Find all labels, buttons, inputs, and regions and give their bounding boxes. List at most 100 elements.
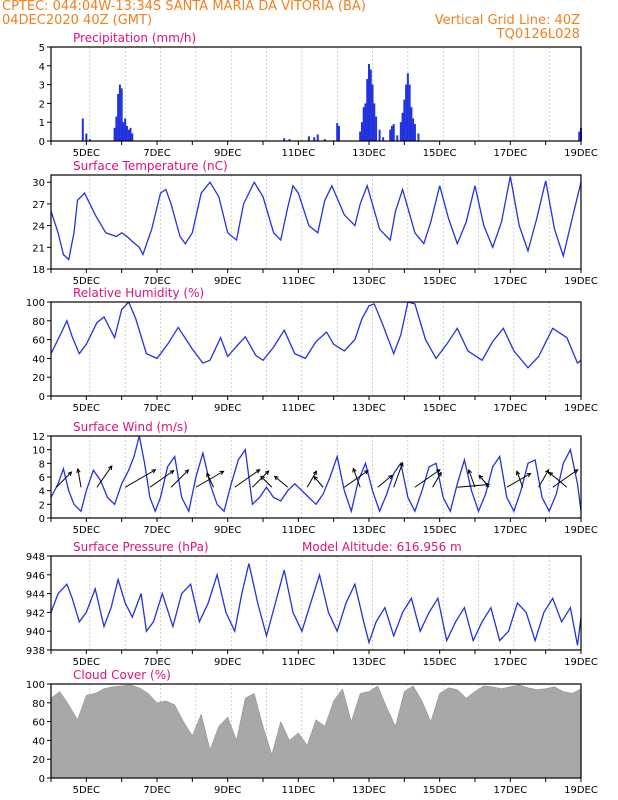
wind-vector bbox=[206, 472, 214, 488]
y-tick-label: 3 bbox=[39, 81, 45, 92]
x-tick-label: 17DEC bbox=[493, 785, 527, 796]
y-tick-label: 30 bbox=[32, 178, 45, 189]
series-line bbox=[51, 436, 581, 514]
wind-vector bbox=[457, 482, 491, 488]
wind-vector bbox=[467, 468, 476, 488]
x-tick-label: 15DEC bbox=[423, 785, 457, 796]
wind-vector-head bbox=[364, 469, 369, 475]
initial-date: 04DEC2020 40Z (GMT) bbox=[2, 13, 153, 28]
precip-bar bbox=[378, 129, 381, 141]
x-tick-label: 13DEC bbox=[352, 403, 386, 414]
wind-vector-shaft bbox=[468, 469, 476, 488]
wind-vector-shaft bbox=[234, 469, 261, 488]
wind-vector-shaft bbox=[306, 470, 317, 488]
wind-vector-shaft bbox=[170, 469, 189, 488]
precip-bar bbox=[412, 118, 415, 141]
precip-bar bbox=[410, 107, 413, 141]
x-tick-label: 13DEC bbox=[352, 525, 386, 536]
series-line bbox=[51, 563, 581, 646]
wind-vector-shaft bbox=[478, 475, 490, 488]
panel-frame bbox=[50, 301, 582, 397]
precip-bar bbox=[125, 125, 128, 141]
y-tick-label: 944 bbox=[26, 590, 45, 601]
x-tick-label: 11DEC bbox=[281, 525, 315, 536]
y-tick-label: 4 bbox=[39, 487, 45, 498]
panel-title: Surface Wind (m/s) bbox=[73, 420, 188, 434]
panel-frame bbox=[50, 683, 582, 779]
precip-bar bbox=[406, 73, 409, 141]
wind-vector-head bbox=[255, 469, 261, 474]
wind-vector-shaft bbox=[96, 465, 113, 488]
y-tick-label: 21 bbox=[32, 243, 45, 254]
precip-bar bbox=[118, 84, 121, 141]
x-tick-label: 17DEC bbox=[493, 657, 527, 668]
y-tick-label: 940 bbox=[26, 627, 45, 638]
model-altitude: Model Altitude: 616.956 m bbox=[302, 540, 462, 554]
precip-bar bbox=[131, 133, 134, 141]
precip-bar bbox=[362, 107, 365, 141]
wind-vector bbox=[260, 475, 273, 488]
wind-vector-shaft bbox=[516, 471, 524, 488]
precip-bar bbox=[368, 63, 370, 141]
wind-vector-shaft bbox=[274, 475, 289, 488]
y-tick-label: 938 bbox=[26, 646, 45, 657]
cloud-cover-area bbox=[51, 684, 581, 778]
y-tick-label: 100 bbox=[26, 298, 45, 309]
vertical-grid-line-label: Vertical Grid Line: 40Z bbox=[434, 13, 580, 28]
x-tick-label: 7DEC bbox=[143, 657, 170, 668]
precip-bar bbox=[122, 122, 125, 141]
x-tick-label: 11DEC bbox=[281, 657, 315, 668]
y-tick-label: 0 bbox=[39, 392, 45, 403]
precip-bar bbox=[323, 139, 326, 141]
series-line bbox=[51, 302, 581, 369]
y-tick-label: 80 bbox=[32, 317, 45, 328]
x-tick-label: 13DEC bbox=[352, 657, 386, 668]
x-tick-label: 15DEC bbox=[423, 148, 457, 159]
wind-vector-head bbox=[108, 465, 113, 470]
precip-bar bbox=[369, 69, 372, 141]
precip-bar bbox=[88, 139, 91, 141]
panel-title: Relative Humidity (%) bbox=[73, 286, 204, 300]
panel-title: Surface Pressure (hPa) bbox=[73, 540, 209, 554]
x-tick-label: 19DEC bbox=[564, 657, 598, 668]
series-line bbox=[51, 176, 581, 261]
x-tick-label: 7DEC bbox=[143, 785, 170, 796]
wind-vector-shaft bbox=[260, 475, 273, 488]
x-tick-label: 5DEC bbox=[73, 276, 100, 287]
precip-bar bbox=[413, 124, 416, 141]
x-tick-label: 15DEC bbox=[423, 403, 457, 414]
x-tick-label: 15DEC bbox=[423, 525, 457, 536]
x-tick-label: 9DEC bbox=[214, 276, 241, 287]
y-tick-label: 40 bbox=[32, 736, 45, 747]
y-tick-label: 5 bbox=[39, 43, 45, 54]
wind-vector bbox=[552, 469, 579, 488]
x-tick-label: 13DEC bbox=[352, 148, 386, 159]
precip-bar bbox=[417, 133, 420, 141]
wind-vector-head bbox=[485, 482, 491, 488]
y-tick-label: 0 bbox=[39, 514, 45, 525]
wind-vector-head bbox=[544, 468, 550, 474]
y-tick-label: 4 bbox=[39, 62, 45, 73]
wind-vector-head bbox=[526, 472, 532, 478]
wind-vector-shaft bbox=[55, 471, 72, 488]
wind-vector bbox=[313, 475, 324, 488]
x-tick-label: 17DEC bbox=[493, 276, 527, 287]
wind-vector-head bbox=[76, 467, 81, 474]
wind-vector-shaft bbox=[313, 476, 324, 488]
wind-vector bbox=[414, 469, 441, 488]
wind-vector-head bbox=[467, 468, 472, 474]
wind-vector-head bbox=[264, 470, 270, 475]
wind-vector bbox=[377, 474, 393, 488]
wind-vector-shaft bbox=[149, 470, 174, 488]
precip-bar bbox=[283, 138, 286, 141]
x-tick-label: 5DEC bbox=[73, 525, 100, 536]
y-tick-label: 27 bbox=[32, 200, 45, 211]
x-tick-label: 7DEC bbox=[143, 276, 170, 287]
y-tick-label: 8 bbox=[39, 459, 45, 470]
y-tick-label: 0 bbox=[39, 137, 45, 148]
precip-bar bbox=[396, 135, 399, 141]
wind-vector-head bbox=[435, 469, 441, 474]
wind-vector-head bbox=[206, 472, 211, 478]
wind-vector bbox=[252, 470, 270, 488]
precip-bar bbox=[81, 118, 84, 141]
